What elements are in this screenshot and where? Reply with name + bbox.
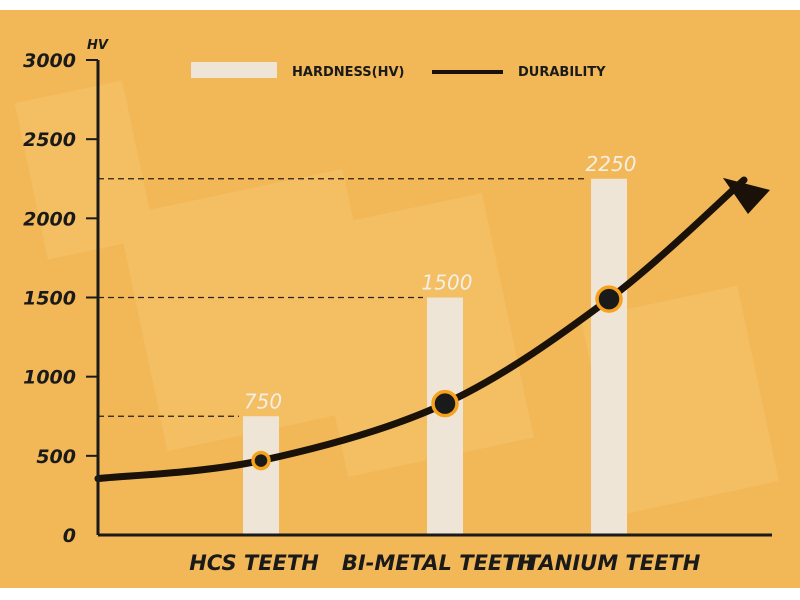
y-tick-label: 1500: [23, 288, 76, 310]
chart-background: [0, 10, 800, 588]
y-tick-label: 2000: [23, 208, 76, 230]
bar-value-label: 750: [244, 389, 282, 413]
y-axis-unit-label: HV: [87, 38, 109, 53]
x-category-label: BI-METAL TEETH: [342, 551, 535, 575]
bars: [243, 178, 627, 535]
durability-marker: [431, 389, 459, 418]
y-tick-label: 0: [63, 525, 76, 547]
value-labels: 750 1500 2250: [244, 152, 637, 414]
y-tick-label: 3000: [23, 50, 76, 72]
bar-value-label: 1500: [422, 271, 473, 295]
legend-swatch-hardness: [191, 62, 277, 78]
durability-markers: [251, 285, 623, 471]
x-category-label: HCS TEETH: [189, 551, 319, 575]
background-decoration: [14, 80, 780, 515]
arrow-head: [722, 177, 770, 214]
y-tick-label: 1000: [23, 367, 76, 389]
bar: [243, 416, 279, 535]
durability-marker: [251, 450, 271, 471]
bar-value-label: 2250: [586, 152, 637, 176]
y-tick-label: 500: [36, 446, 76, 468]
x-category-label: TITANIUM TEETH: [504, 551, 701, 575]
bar: [591, 178, 627, 535]
legend-label-hardness: HARDNESS(HV): [292, 65, 404, 80]
legend: HARDNESS(HV) DURABILITY: [191, 62, 606, 80]
y-tick-label: 2500: [23, 129, 76, 151]
y-axis-ticks: 0 500 1000 1500 2000 2500 3000: [23, 50, 98, 547]
durability-marker: [595, 285, 623, 313]
reference-lines: [98, 178, 587, 417]
legend-label-durability: DURABILITY: [518, 65, 606, 80]
